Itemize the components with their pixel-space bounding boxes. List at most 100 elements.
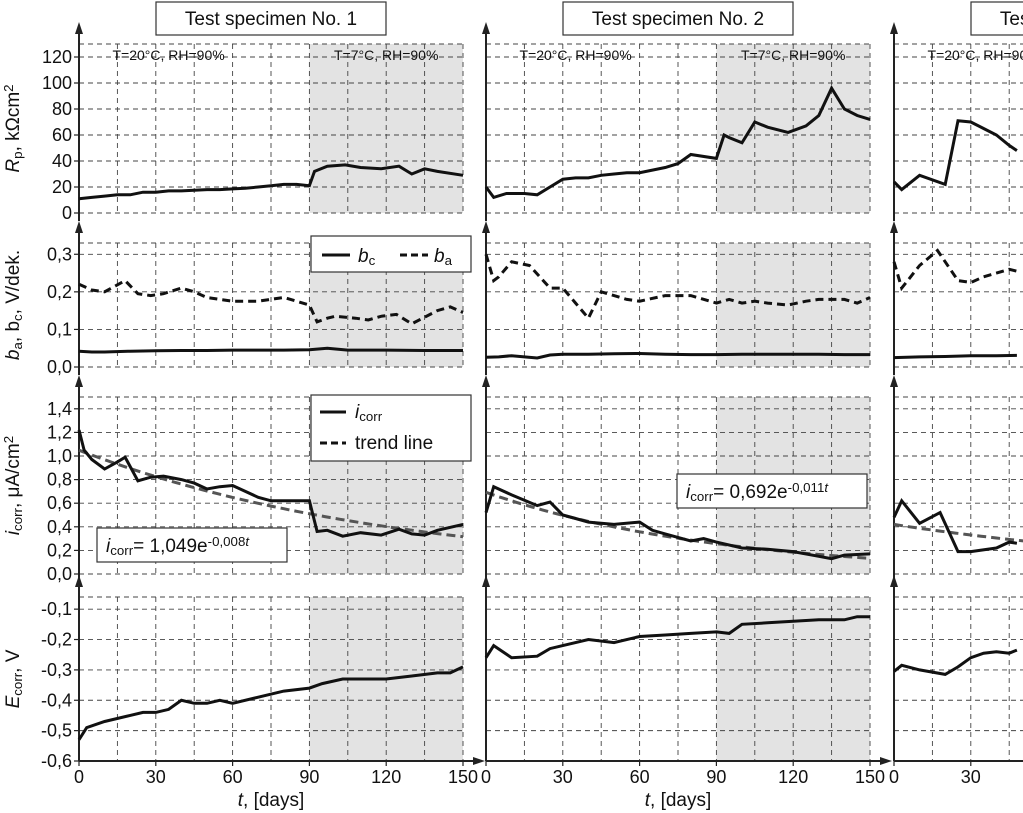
x-axis-arrow (880, 757, 892, 765)
subplot-ecorr (482, 575, 871, 762)
condition-label-before: T=20°C, RH=90% (519, 47, 631, 63)
y-tick-label: 0,8 (47, 470, 72, 490)
x-tick-label: 0 (74, 767, 84, 787)
y-tick-label: 1,0 (47, 446, 72, 466)
condition-label-after: T=7°C, RH=90% (741, 47, 845, 63)
legend-label-ba: ba (434, 246, 453, 268)
trend-equation: icorr= 0,692e-0,011t (686, 480, 829, 504)
subplot-rp: T=20°C, RH=90%T=7°C, RH=90% (890, 22, 1023, 221)
x-axis-arrow (473, 757, 485, 765)
x-tick-label: 120 (371, 767, 401, 787)
y-tick-label: 0,0 (47, 564, 72, 584)
y-tick-label: 100 (42, 73, 72, 93)
panel-2: Test specimen No. 2 T=20°C, RH=90% T=7°C, … (481, 1, 892, 811)
y-tick-label: 0,2 (47, 540, 72, 560)
series-rp (484, 85, 871, 200)
subplot-rp: 0 20 40 60 80 100 120 T=20°C, RH=90% T=7°C, RH=9… (42, 22, 464, 223)
legend-label-icorr: icorr (355, 402, 383, 424)
x-tick-label: 120 (778, 767, 808, 787)
x-tick-label: 150 (855, 767, 885, 787)
y-tick-label: -0,4 (41, 690, 72, 710)
y-axis-arrow (890, 575, 898, 587)
subplot-ecorr (890, 575, 1023, 762)
subplot-icorr (890, 375, 1023, 582)
y-axis-arrow (482, 575, 490, 587)
panel-1: Test specimen No. 1 0 20 40 60 80 100 120 T=20°C… (41, 1, 485, 811)
y-axis-arrow (75, 22, 83, 34)
y-tick-label: 80 (52, 99, 72, 119)
x-tick-label: 90 (299, 767, 319, 787)
series-trend-line (893, 522, 1023, 543)
series-ecorr (77, 665, 464, 741)
series-icorr (892, 497, 1018, 554)
x-tick-label: 0 (481, 767, 491, 787)
panel-title: Test specimen No. 3 (1000, 9, 1023, 30)
y-tick-label: 60 (52, 125, 72, 145)
x-tick-label: 60 (223, 767, 243, 787)
series-bc (78, 346, 463, 354)
x-tick-label: 30 (146, 767, 166, 787)
panel-title: Test specimen No. 2 (592, 9, 764, 30)
y-tick-label: 0,1 (47, 319, 72, 339)
y-tick-label: 0,4 (47, 517, 72, 537)
y-axis-arrow (482, 375, 490, 387)
panel-title-box (970, 1, 1023, 36)
series-ba (892, 248, 1018, 292)
y-tick-label: 40 (52, 151, 72, 171)
y-axis-arrow (890, 221, 898, 233)
series-bc (893, 353, 1017, 360)
x-tick-label: 30 (553, 767, 573, 787)
legend-box (310, 394, 472, 462)
panel-3: Test specimen No. 3T=20°C, RH=90%T=7°C, … (889, 1, 1023, 787)
subplot-tafel (482, 221, 871, 375)
trend-equation-box (676, 473, 868, 509)
series-ecorr (484, 615, 870, 660)
legend-icorr: icorr trend line (310, 394, 472, 462)
legend-label-bc: bc (358, 246, 376, 268)
y-axis-label-tafel: ba, bc, V/dek. (3, 250, 25, 360)
series-bc (485, 351, 870, 360)
trend-equation: icorr= 1,049e-0,008t (106, 534, 250, 558)
y-tick-label: -0,1 (41, 599, 72, 619)
y-tick-label: -0,6 (41, 751, 72, 771)
y-axis-arrow (890, 375, 898, 387)
trend-equation-box (96, 527, 288, 563)
subplot-tafel (890, 221, 1023, 375)
panel-title-box (562, 1, 794, 36)
y-tick-label: 1,4 (47, 399, 72, 419)
series-icorr (484, 484, 871, 561)
y-tick-label: 0,0 (47, 357, 72, 377)
y-tick-label: -0,3 (41, 660, 72, 680)
x-tick-label: 30 (961, 767, 981, 787)
y-tick-label: 120 (42, 47, 72, 67)
series-ba (78, 278, 464, 326)
x-tick-label: 150 (448, 767, 478, 787)
series-icorr (77, 429, 464, 538)
condition-label-before: T=20°C, RH=90% (112, 47, 224, 63)
subplot-rp: T=20°C, RH=90% T=7°C, RH=90% (482, 22, 871, 221)
y-axis-arrow (75, 575, 83, 587)
condition-label-before: T=20°C, RH=90% (927, 47, 1023, 63)
y-tick-label: -0,2 (41, 630, 72, 650)
y-axis-label-ecorr: Ecorr, V (3, 649, 25, 708)
y-tick-label: 1,2 (47, 422, 72, 442)
y-axis-label-rp: Rp, kΩcm2 (1, 84, 25, 172)
condition-label-after: T=7°C, RH=90% (334, 47, 438, 63)
y-tick-label: 0,3 (47, 244, 72, 264)
series-rp (78, 163, 464, 201)
subplot-icorr: 0,0 0,2 0,4 0,6 0,8 1,0 1,2 1,4 icorr= 1,049e-0,… (47, 375, 464, 584)
panel-title-box (155, 1, 387, 36)
y-tick-label: 0 (62, 203, 72, 223)
y-axis-arrow (482, 22, 490, 34)
x-axis: 0 30 60 90 120 150 t, [days] (74, 757, 485, 811)
subplot-ecorr: -0,6 -0,5 -0,4 -0,3 -0,2 -0,1 (41, 575, 464, 771)
x-tick-label: 90 (706, 767, 726, 787)
y-axis-arrow (75, 221, 83, 233)
y-tick-label: 0,6 (47, 493, 72, 513)
panel-title: Test specimen No. 1 (185, 9, 357, 30)
x-axis-label: t, [days] (238, 790, 305, 811)
y-tick-label: 0,2 (47, 282, 72, 302)
